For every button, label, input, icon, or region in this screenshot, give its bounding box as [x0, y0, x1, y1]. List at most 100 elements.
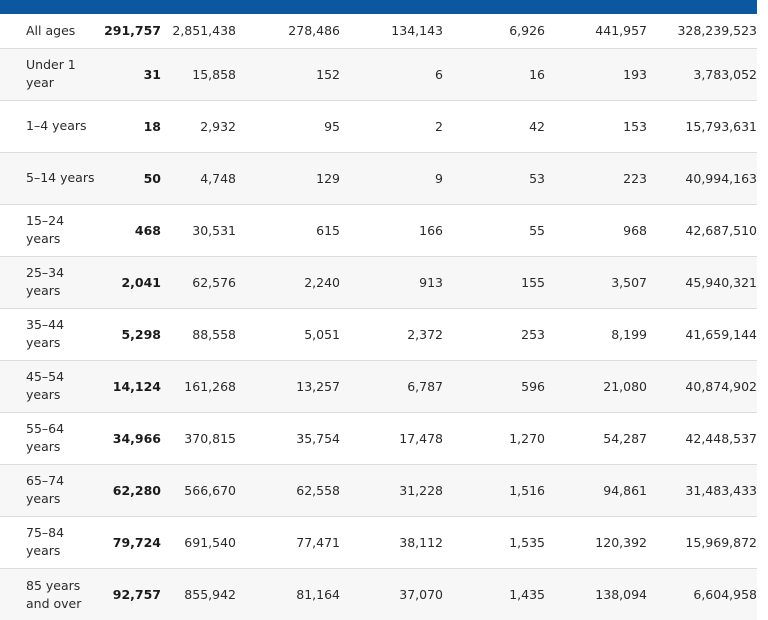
row-value-cell: 31,483,433: [647, 464, 757, 517]
row-value-cell: 138,094: [545, 568, 647, 620]
row-value-cell: 38,112: [340, 516, 443, 569]
row-value-cell: 1,435: [443, 568, 545, 620]
row-age-label: Under 1 year: [0, 48, 96, 101]
row-value-cell: 62,576: [161, 256, 236, 309]
row-value-cell: 370,815: [161, 412, 236, 465]
row-age-label: 15–24 years: [0, 204, 96, 257]
table-row: 75–84 years 79,724 691,540 77,471 38,112 1,53…: [0, 516, 757, 569]
row-value-cell: 968: [545, 204, 647, 257]
row-value-cell: 35,754: [236, 412, 340, 465]
row-age-label: 55–64 years: [0, 412, 96, 465]
row-value-cell: 45,940,321: [647, 256, 757, 309]
table-row: 45–54 years 14,124 161,268 13,257 6,787 596 21…: [0, 360, 757, 413]
row-value-cell: 6,604,958: [647, 568, 757, 620]
row-value-cell: 62,558: [236, 464, 340, 517]
row-value-cell: 41,659,144: [647, 308, 757, 361]
row-value-cell: 15,858: [161, 48, 236, 101]
row-age-label: 75–84 years: [0, 516, 96, 569]
row-value-cell: 8,199: [545, 308, 647, 361]
row-value-cell: 328,239,523: [647, 14, 757, 49]
row-value-cell: 42,687,510: [647, 204, 757, 257]
row-value-cell: 53: [443, 152, 545, 205]
row-value-cell: 1,535: [443, 516, 545, 569]
table-row: 1–4 years 18 2,932 95 2 42 153 15,793,631: [0, 100, 757, 153]
data-table: All ages 291,757 2,851,438 278,486 134,143 6,…: [0, 14, 757, 620]
row-value-cell: 94,861: [545, 464, 647, 517]
row-value-cell: 9: [340, 152, 443, 205]
row-total-cell: 291,757: [96, 14, 161, 49]
row-total-cell: 50: [96, 152, 161, 205]
row-value-cell: 615: [236, 204, 340, 257]
row-total-cell: 79,724: [96, 516, 161, 569]
row-value-cell: 15,969,872: [647, 516, 757, 569]
row-value-cell: 6: [340, 48, 443, 101]
row-age-label: 5–14 years: [0, 152, 96, 205]
row-value-cell: 16: [443, 48, 545, 101]
row-value-cell: 17,478: [340, 412, 443, 465]
row-value-cell: 3,783,052: [647, 48, 757, 101]
row-value-cell: 129: [236, 152, 340, 205]
row-total-cell: 2,041: [96, 256, 161, 309]
row-total-cell: 62,280: [96, 464, 161, 517]
row-value-cell: 30,531: [161, 204, 236, 257]
row-value-cell: 153: [545, 100, 647, 153]
row-value-cell: 2: [340, 100, 443, 153]
row-total-cell: 34,966: [96, 412, 161, 465]
row-value-cell: 42: [443, 100, 545, 153]
table-row: 85 years and over 92,757 855,942 81,164 37,0…: [0, 568, 757, 620]
row-total-cell: 14,124: [96, 360, 161, 413]
table-row: 35–44 years 5,298 88,558 5,051 2,372 253 8,199…: [0, 308, 757, 361]
row-value-cell: 691,540: [161, 516, 236, 569]
row-value-cell: 223: [545, 152, 647, 205]
table-row: 15–24 years 468 30,531 615 166 55 968 42,687,51…: [0, 204, 757, 257]
row-value-cell: 913: [340, 256, 443, 309]
row-value-cell: 1,270: [443, 412, 545, 465]
row-value-cell: 566,670: [161, 464, 236, 517]
table-row: 25–34 years 2,041 62,576 2,240 913 155 3,507 45…: [0, 256, 757, 309]
row-value-cell: 15,793,631: [647, 100, 757, 153]
row-value-cell: 42,448,537: [647, 412, 757, 465]
row-value-cell: 4,748: [161, 152, 236, 205]
row-value-cell: 88,558: [161, 308, 236, 361]
table-row: 55–64 years 34,966 370,815 35,754 17,478 1,27…: [0, 412, 757, 465]
row-value-cell: 2,932: [161, 100, 236, 153]
row-age-label: 45–54 years: [0, 360, 96, 413]
row-age-label: All ages: [0, 14, 96, 49]
row-age-label: 1–4 years: [0, 100, 96, 153]
row-age-label: 85 years and over: [0, 568, 96, 620]
row-total-cell: 92,757: [96, 568, 161, 620]
row-value-cell: 278,486: [236, 14, 340, 49]
row-value-cell: 161,268: [161, 360, 236, 413]
row-value-cell: 1,516: [443, 464, 545, 517]
row-value-cell: 120,392: [545, 516, 647, 569]
row-value-cell: 21,080: [545, 360, 647, 413]
row-value-cell: 134,143: [340, 14, 443, 49]
row-value-cell: 193: [545, 48, 647, 101]
row-value-cell: 40,994,163: [647, 152, 757, 205]
row-value-cell: 95: [236, 100, 340, 153]
row-age-label: 35–44 years: [0, 308, 96, 361]
table-row: 5–14 years 50 4,748 129 9 53 223 40,994,163: [0, 152, 757, 205]
row-age-label: 65–74 years: [0, 464, 96, 517]
row-value-cell: 6,787: [340, 360, 443, 413]
row-total-cell: 468: [96, 204, 161, 257]
row-value-cell: 40,874,902: [647, 360, 757, 413]
row-value-cell: 13,257: [236, 360, 340, 413]
row-value-cell: 155: [443, 256, 545, 309]
row-value-cell: 54,287: [545, 412, 647, 465]
table-row: Under 1 year 31 15,858 152 6 16 193 3,783,052: [0, 48, 757, 101]
row-value-cell: 37,070: [340, 568, 443, 620]
row-value-cell: 855,942: [161, 568, 236, 620]
row-value-cell: 152: [236, 48, 340, 101]
table-row: 65–74 years 62,280 566,670 62,558 31,228 1,51…: [0, 464, 757, 517]
row-value-cell: 6,926: [443, 14, 545, 49]
row-value-cell: 81,164: [236, 568, 340, 620]
row-value-cell: 441,957: [545, 14, 647, 49]
row-value-cell: 166: [340, 204, 443, 257]
row-value-cell: 31,228: [340, 464, 443, 517]
table-row: All ages 291,757 2,851,438 278,486 134,143 6,…: [0, 14, 757, 49]
row-value-cell: 2,372: [340, 308, 443, 361]
row-total-cell: 31: [96, 48, 161, 101]
row-value-cell: 253: [443, 308, 545, 361]
